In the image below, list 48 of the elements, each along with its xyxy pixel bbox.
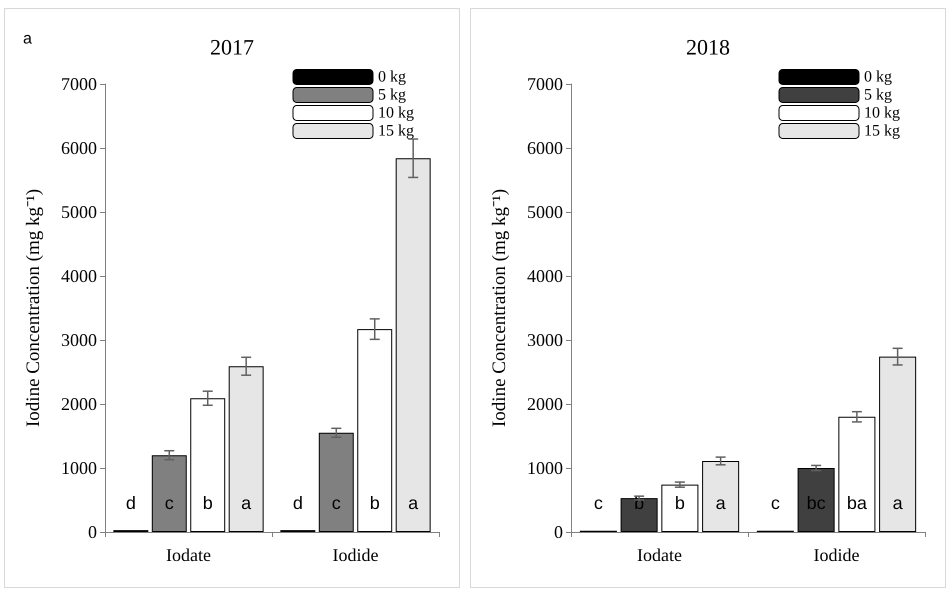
x-tick-label: Iodide <box>814 545 860 565</box>
x-tick-label: Iodide <box>332 545 379 565</box>
legend-label: 10 kg <box>378 104 414 122</box>
chart-title: 2018 <box>686 34 730 60</box>
y-tick-label: 7000 <box>61 74 97 94</box>
y-tick-label: 2000 <box>527 394 563 414</box>
chart-title: 2017 <box>210 34 254 60</box>
y-axis-title: Iodine Concentration (mg kg⁻¹) <box>489 188 510 428</box>
y-tick-label: 5000 <box>527 202 563 222</box>
data-label: bc <box>806 493 826 513</box>
y-tick-label: 4000 <box>61 266 97 286</box>
data-label: c <box>164 493 174 513</box>
y-tick-label: 3000 <box>61 330 97 350</box>
data-label: a <box>408 493 420 513</box>
x-tick-label: Iodate <box>637 545 682 565</box>
data-label: b <box>674 493 685 513</box>
legend-label: 5 kg <box>864 86 892 104</box>
data-label: c <box>770 493 780 513</box>
y-tick-label: 1000 <box>61 458 97 478</box>
data-label: a <box>892 493 904 513</box>
y-tick-label: 5000 <box>61 202 97 222</box>
y-tick-label: 3000 <box>527 330 563 350</box>
x-tick-label: Iodate <box>166 545 211 565</box>
y-tick-label: 1000 <box>527 458 563 478</box>
data-label: d <box>292 493 303 513</box>
data-label: b <box>202 493 213 513</box>
y-tick-label: 6000 <box>61 138 97 158</box>
y-tick-label: 0 <box>88 522 97 542</box>
legend-label: 0 kg <box>864 68 892 86</box>
y-tick-label: 0 <box>554 522 563 542</box>
data-label: c <box>594 493 603 513</box>
data-label: a <box>241 493 252 513</box>
y-tick-label: 6000 <box>527 138 563 158</box>
y-tick-label: 4000 <box>527 266 563 286</box>
y-tick-label: 2000 <box>61 394 97 414</box>
legend-label: 0 kg <box>378 68 406 86</box>
data-label: b <box>370 493 380 513</box>
legend-label: 15 kg <box>378 122 414 140</box>
data-label: d <box>126 493 136 513</box>
y-axis-title: Iodine Concentration (mg kg⁻¹) <box>23 188 44 428</box>
text: a <box>23 30 32 48</box>
legend-label: 10 kg <box>864 104 900 122</box>
data-label: a <box>716 493 727 513</box>
data-label: c <box>332 493 341 513</box>
data-label: ba <box>846 493 868 513</box>
legend-label: 5 kg <box>378 86 406 104</box>
y-tick-label: 7000 <box>527 74 563 94</box>
legend-label: 15 kg <box>864 122 900 140</box>
